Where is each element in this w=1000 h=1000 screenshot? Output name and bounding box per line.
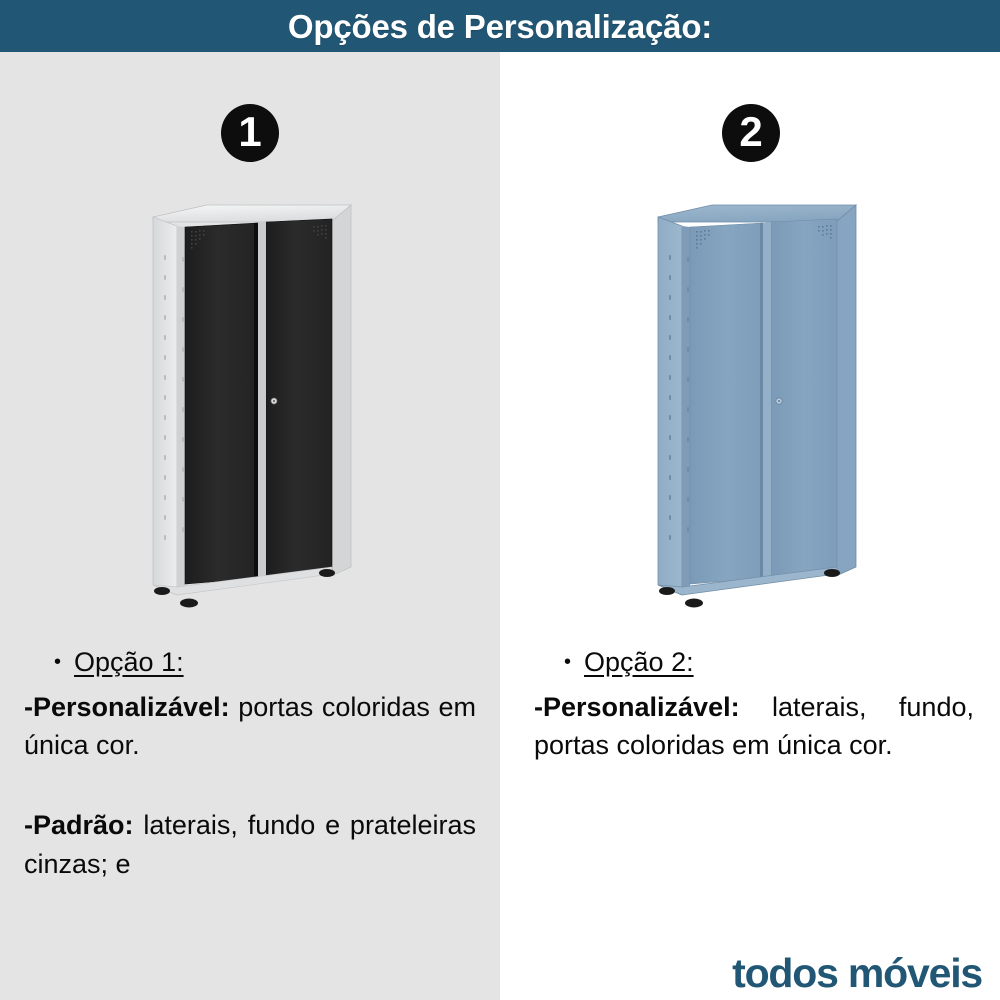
option-1-default-line: -Padrão: laterais, fundo e prateleiras c… <box>24 806 476 883</box>
cabinet-image-option-1 <box>135 195 365 615</box>
cabinet-door-gap-shadow <box>760 223 763 578</box>
cabinet-left-door[interactable] <box>184 222 259 585</box>
option-1-default-text: laterais, fundo e prateleiras cinzas; e <box>24 810 476 879</box>
cabinet-foot-back-left <box>154 587 170 595</box>
cabinet-center-post <box>258 222 266 578</box>
cabinet-foot-front-left <box>685 598 703 608</box>
cabinet-foot-front-left <box>180 598 198 608</box>
bullet-dot-icon: • <box>564 651 572 673</box>
shelf-pin-holes <box>669 255 689 540</box>
option-2-title: Opção 2: <box>584 647 694 677</box>
lock-keyhole-icon <box>272 399 276 403</box>
option-1-custom-text: portas coloridas em única cor. <box>24 691 476 760</box>
option-2-custom-label: -Personalizável: <box>534 691 740 722</box>
page-title: Opções de Personalização: <box>287 7 713 45</box>
cabinet-right-frame <box>835 204 857 577</box>
option-1-text-block: • Opção 1: -Personalizável: portas color… <box>24 645 476 883</box>
option-2-custom-line: -Personalizável: laterais, fundo, portas… <box>534 688 974 765</box>
option-badge-1: 1 <box>221 104 279 162</box>
option-2-custom-text: laterais, fundo, portas coloridas em úni… <box>534 691 974 760</box>
header-bar: Opções de Personalização: <box>0 0 1000 52</box>
lock-keyhole-icon <box>777 399 781 403</box>
cabinet-illustration-2 <box>657 204 858 608</box>
cabinet-right-frame <box>330 204 352 577</box>
option-badge-2: 2 <box>722 104 780 162</box>
option-1-title: Opção 1: <box>74 647 184 677</box>
option-1-custom-label: -Personalizável: <box>24 691 230 722</box>
cabinet-illustration-1 <box>152 204 353 608</box>
paragraph-spacer <box>24 764 476 798</box>
option-1-custom-line: -Personalizável: portas coloridas em úni… <box>24 688 476 765</box>
vent-perforations-right <box>313 225 327 239</box>
option-2-text-block: • Opção 2: -Personalizável: laterais, fu… <box>534 645 974 764</box>
cabinet-foot-back-left <box>659 587 675 595</box>
cabinet-image-option-2 <box>640 195 870 615</box>
brand-logo: todos móveis <box>732 950 983 996</box>
option-1-default-label: -Padrão: <box>24 810 134 841</box>
shelf-pin-holes <box>164 255 184 540</box>
vent-perforations-left <box>696 230 710 249</box>
cabinet-center-post <box>763 222 771 578</box>
vent-perforations-left <box>191 230 205 249</box>
cabinet-foot-back-right <box>824 569 840 577</box>
option-1-bullet: • Opção 1: <box>24 645 476 680</box>
vent-perforations-right <box>818 225 832 239</box>
cabinet-left-door[interactable] <box>689 222 764 585</box>
option-2-bullet: • Opção 2: <box>534 645 974 680</box>
bullet-dot-icon: • <box>54 651 62 673</box>
cabinet-door-gap-shadow <box>254 223 258 578</box>
cabinet-foot-back-right <box>319 569 335 577</box>
